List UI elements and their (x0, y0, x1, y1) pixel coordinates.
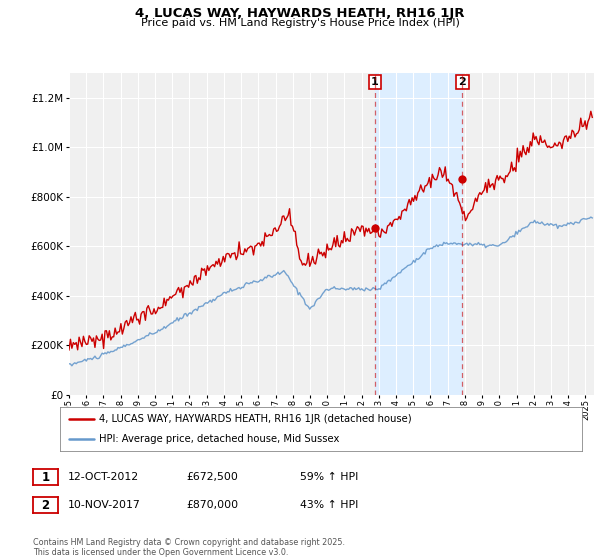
Text: 2: 2 (458, 77, 466, 87)
Text: 1: 1 (371, 77, 379, 87)
Text: Contains HM Land Registry data © Crown copyright and database right 2025.
This d: Contains HM Land Registry data © Crown c… (33, 538, 345, 557)
Text: £672,500: £672,500 (186, 472, 238, 482)
Text: 1: 1 (41, 470, 50, 484)
Text: 10-NOV-2017: 10-NOV-2017 (68, 500, 140, 510)
Text: 4, LUCAS WAY, HAYWARDS HEATH, RH16 1JR: 4, LUCAS WAY, HAYWARDS HEATH, RH16 1JR (135, 7, 465, 20)
Text: 4, LUCAS WAY, HAYWARDS HEATH, RH16 1JR (detached house): 4, LUCAS WAY, HAYWARDS HEATH, RH16 1JR (… (99, 414, 412, 424)
Text: Price paid vs. HM Land Registry's House Price Index (HPI): Price paid vs. HM Land Registry's House … (140, 18, 460, 29)
Text: 2: 2 (41, 498, 50, 512)
Text: HPI: Average price, detached house, Mid Sussex: HPI: Average price, detached house, Mid … (99, 434, 340, 444)
Text: £870,000: £870,000 (186, 500, 238, 510)
Text: 12-OCT-2012: 12-OCT-2012 (68, 472, 139, 482)
Text: 59% ↑ HPI: 59% ↑ HPI (300, 472, 358, 482)
Bar (375, 73, 463, 395)
Text: 43% ↑ HPI: 43% ↑ HPI (300, 500, 358, 510)
